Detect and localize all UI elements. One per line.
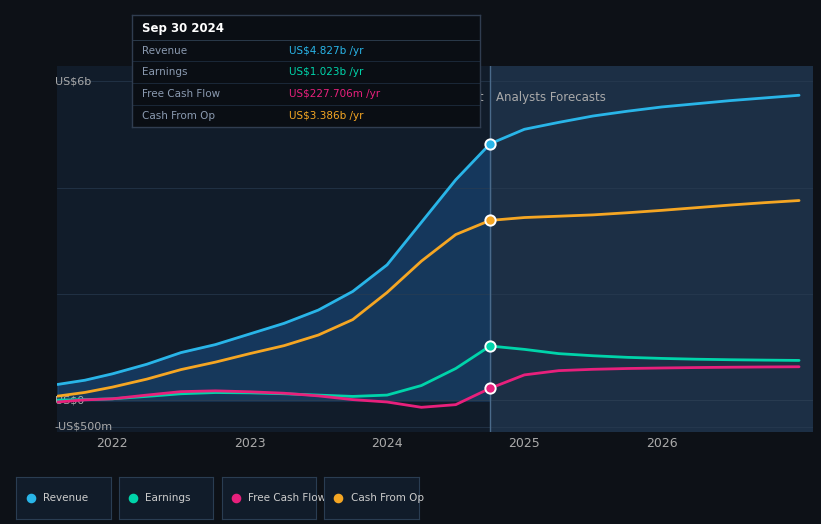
Point: [484, 139, 497, 148]
Text: Free Cash Flow: Free Cash Flow: [142, 89, 221, 99]
Point: [332, 494, 345, 502]
Point: [484, 342, 497, 350]
Text: Cash From Op: Cash From Op: [142, 111, 215, 121]
Text: Sep 30 2024: Sep 30 2024: [142, 21, 224, 35]
Text: US$227.706m /yr: US$227.706m /yr: [289, 89, 380, 99]
Text: -US$500m: -US$500m: [55, 422, 112, 432]
Text: Free Cash Flow: Free Cash Flow: [248, 493, 326, 503]
Text: Cash From Op: Cash From Op: [351, 493, 424, 503]
Point: [24, 494, 37, 502]
Text: US$4.827b /yr: US$4.827b /yr: [289, 46, 363, 56]
Bar: [490, 66, 813, 432]
Text: Revenue: Revenue: [142, 46, 187, 56]
Text: Analysts Forecasts: Analysts Forecasts: [496, 91, 605, 104]
Text: US$1.023b /yr: US$1.023b /yr: [289, 68, 363, 78]
Text: Earnings: Earnings: [142, 68, 188, 78]
Text: US$6b: US$6b: [55, 77, 91, 86]
Text: US$3.386b /yr: US$3.386b /yr: [289, 111, 363, 121]
Text: US$0: US$0: [55, 396, 84, 406]
Text: Earnings: Earnings: [145, 493, 191, 503]
Text: Revenue: Revenue: [43, 493, 88, 503]
Point: [484, 216, 497, 225]
Point: [126, 494, 140, 502]
Point: [484, 384, 497, 392]
Text: Past: Past: [460, 91, 484, 104]
Point: [229, 494, 242, 502]
